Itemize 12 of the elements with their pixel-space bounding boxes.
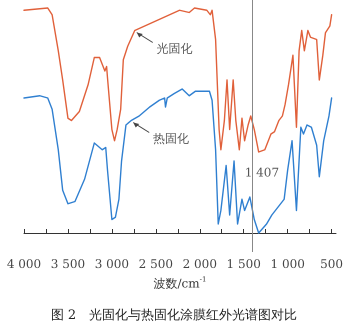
x-tick-label: 500 — [320, 257, 344, 271]
x-tick-label: 1 500 — [226, 257, 261, 271]
x-tick-label: 3 000 — [94, 257, 130, 271]
x-tick-label: 3 500 — [50, 257, 86, 271]
annotation: 热固化 — [153, 132, 190, 146]
x-tick-label: 2 000 — [182, 257, 217, 271]
text: 图 2 光固化与热固化涂膜红外光谱图对比 — [50, 308, 298, 323]
x-tick-label: 4 000 — [6, 257, 42, 271]
ref-line-label: 1 407 — [244, 165, 280, 180]
x-tick-label: 2 500 — [138, 257, 174, 271]
x-tick-label: 1 000 — [270, 257, 305, 271]
annotation: 光固化 — [156, 42, 193, 56]
